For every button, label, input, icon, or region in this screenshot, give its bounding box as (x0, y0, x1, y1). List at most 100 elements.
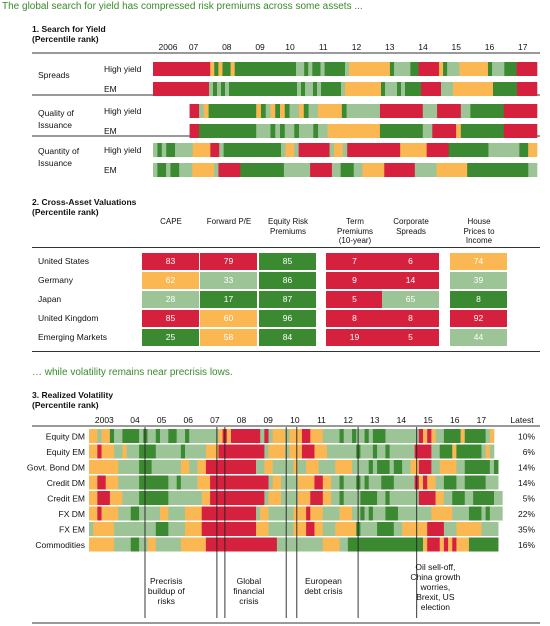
panel1-cell (280, 104, 286, 118)
panel3-cell (168, 475, 177, 490)
panel3-cell (122, 429, 140, 443)
panel1-cell (503, 124, 538, 138)
panel3-cell (230, 429, 261, 443)
panel2-value-cell: 19 (326, 329, 383, 346)
panel1-cell (487, 62, 493, 76)
panel3-cell (122, 491, 140, 505)
panel1-cell (294, 124, 300, 138)
panel3-cell (281, 475, 299, 490)
panel3-cell (464, 475, 486, 490)
panel3-cell (93, 522, 115, 536)
panel1-cell (438, 62, 444, 76)
panel3-cell (368, 506, 374, 521)
panel3-cell (360, 444, 374, 459)
panel3-cell (201, 522, 257, 536)
panel2-value-cell: 17 (200, 291, 257, 308)
panel3-cell (402, 522, 428, 536)
panel3-cell (322, 522, 336, 536)
panel2-row-label: Germany (38, 275, 73, 285)
panel3-cell (180, 444, 186, 459)
panel3-cell (393, 475, 415, 490)
panel3-annotation: election (421, 602, 451, 612)
panel1-cell (157, 163, 167, 177)
panel3-cell (360, 506, 365, 521)
panel3-annotation: debt crisis (304, 586, 342, 596)
panel1-cell (210, 143, 220, 157)
panel1-cell (460, 124, 504, 138)
panel3-cell (339, 537, 349, 552)
panel2-value-cell: 14 (382, 272, 439, 289)
panel3-cell (155, 444, 182, 459)
panel3-cell (118, 506, 132, 521)
panel1-cell (503, 104, 538, 118)
panel3-cell (377, 491, 386, 505)
panel3-cell (456, 475, 466, 490)
panel3-latest-value: 16% (518, 540, 535, 550)
panel3-cell (427, 537, 441, 552)
panel2-column-header: Equity Risk Premiums (267, 217, 308, 236)
panel1-x-tick: 2006 (159, 42, 178, 52)
panel3-cell (443, 491, 453, 505)
panel3-cell (122, 444, 127, 459)
panel2-column-header: Term Premiums (10-year) (336, 217, 373, 245)
panel3-cell (97, 429, 102, 443)
panel3-cell (114, 537, 132, 552)
panel3-cell (489, 429, 495, 443)
panel1-cell (441, 82, 454, 96)
panel1-cell (459, 62, 489, 76)
panel1-cell (493, 82, 518, 96)
panel3-cell (385, 506, 399, 521)
panel3-cell (485, 429, 491, 443)
panel3-annotation: financial (233, 586, 264, 596)
panel3-cell (272, 475, 282, 490)
panel3-cell (218, 429, 223, 443)
panel2-value-cell: 62 (142, 272, 199, 289)
panel3-cell (397, 506, 432, 521)
panel3-row-label: Equity DM (46, 432, 85, 442)
panel1-cell (448, 143, 489, 157)
panel1-cell (166, 163, 171, 177)
panel3-x-tick: 15 (423, 415, 433, 425)
panel3-x-tick: 2003 (95, 415, 114, 425)
panel3-cell (109, 491, 123, 505)
panel1-cell (304, 62, 309, 76)
panel3-cell (260, 506, 269, 521)
panel2-row-label: United States (38, 256, 90, 266)
panel1-cell (324, 62, 346, 76)
panel3-cell (443, 429, 461, 443)
panel2-bottom-rule (32, 351, 540, 352)
panel1-row-label: High yield (104, 106, 142, 116)
panel1-cell (492, 62, 505, 76)
panel2-value-cell: 28 (142, 291, 199, 308)
panel2-value-cell: 85 (259, 253, 316, 270)
panel3-cell (151, 460, 182, 474)
panel3-row-label: Equity EM (46, 447, 85, 457)
panel2-value-cell: 96 (259, 310, 316, 327)
panel1-cell (385, 82, 398, 96)
panel1-cell (153, 62, 211, 76)
panel3-cell (226, 429, 232, 443)
panel2-title: 2. Cross-Asset Valuations (32, 197, 137, 207)
panel3-cell (485, 475, 499, 490)
panel3-cell (155, 537, 182, 552)
panel2-row-label: Japan (38, 294, 62, 304)
panel1-cell (270, 104, 276, 118)
panel3-cell (431, 444, 441, 459)
panel3-cell (314, 444, 328, 459)
panel3-cell (293, 460, 299, 474)
panel2-value-cell: 87 (259, 291, 316, 308)
panel3-cell (205, 460, 257, 474)
panel3-cell (126, 444, 140, 459)
panel3-cell (468, 506, 482, 521)
panel1-x-tick: 14 (418, 42, 428, 52)
panel3-latest-value: 6% (523, 447, 536, 457)
panel3-cell (293, 522, 307, 536)
panel1-cell (347, 143, 401, 157)
panel1-cell (437, 104, 462, 118)
panel3-cell (285, 444, 290, 459)
panel3-annotation: Global (237, 576, 262, 586)
panel1-cell (199, 104, 205, 118)
panel3-cell (130, 506, 140, 521)
panel2-value-cell: 5 (382, 329, 439, 346)
panel3-cell (159, 429, 169, 443)
